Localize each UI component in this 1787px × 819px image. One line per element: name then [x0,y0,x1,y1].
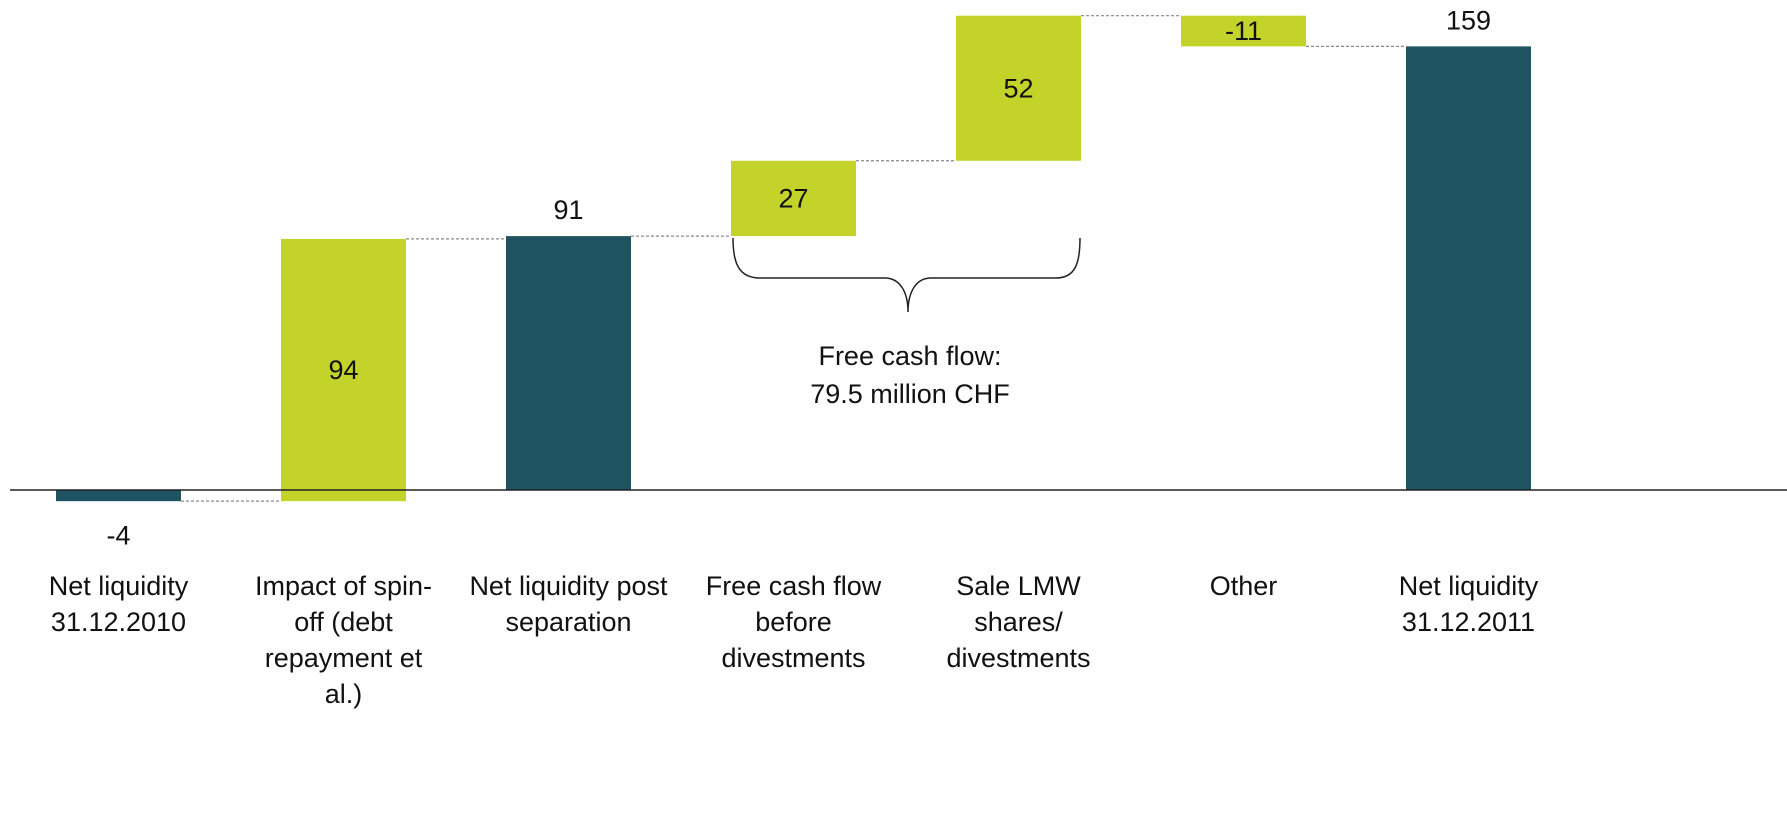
x-tick-label: Impact of spin-off (debt repayment et al… [254,571,433,709]
bar [56,490,181,502]
bar [506,236,631,490]
x-tick-label: Net liquidity 31.12.2011 [1398,571,1539,637]
bar [1406,46,1531,490]
x-tick-label: Sale LMW shares/ divestments [946,571,1091,673]
value-label: -4 [106,520,130,550]
bar [281,238,406,502]
x-tick-label: Net liquidity post separation [469,571,668,637]
x-tick-label: Other [1209,571,1278,601]
value-label: 159 [1446,6,1491,36]
annotation-line: 79.5 million CHF [810,379,1010,409]
bar [1181,15,1306,47]
value-label: -11 [1225,16,1262,46]
value-label: 27 [778,184,808,214]
annotation-line: Free cash flow: [818,341,1002,371]
bar [956,15,1081,161]
brace [732,237,1081,313]
value-label: 52 [1003,73,1033,103]
annotation: Free cash flow: 79.5 million CHF [720,337,1100,413]
x-tick-label: Net liquidity 31.12.2010 [48,571,189,637]
x-tick-label: Free cash flow before divestments [705,571,882,673]
value-label: 91 [553,195,583,225]
value-label: 94 [328,355,358,385]
bar [731,160,856,237]
